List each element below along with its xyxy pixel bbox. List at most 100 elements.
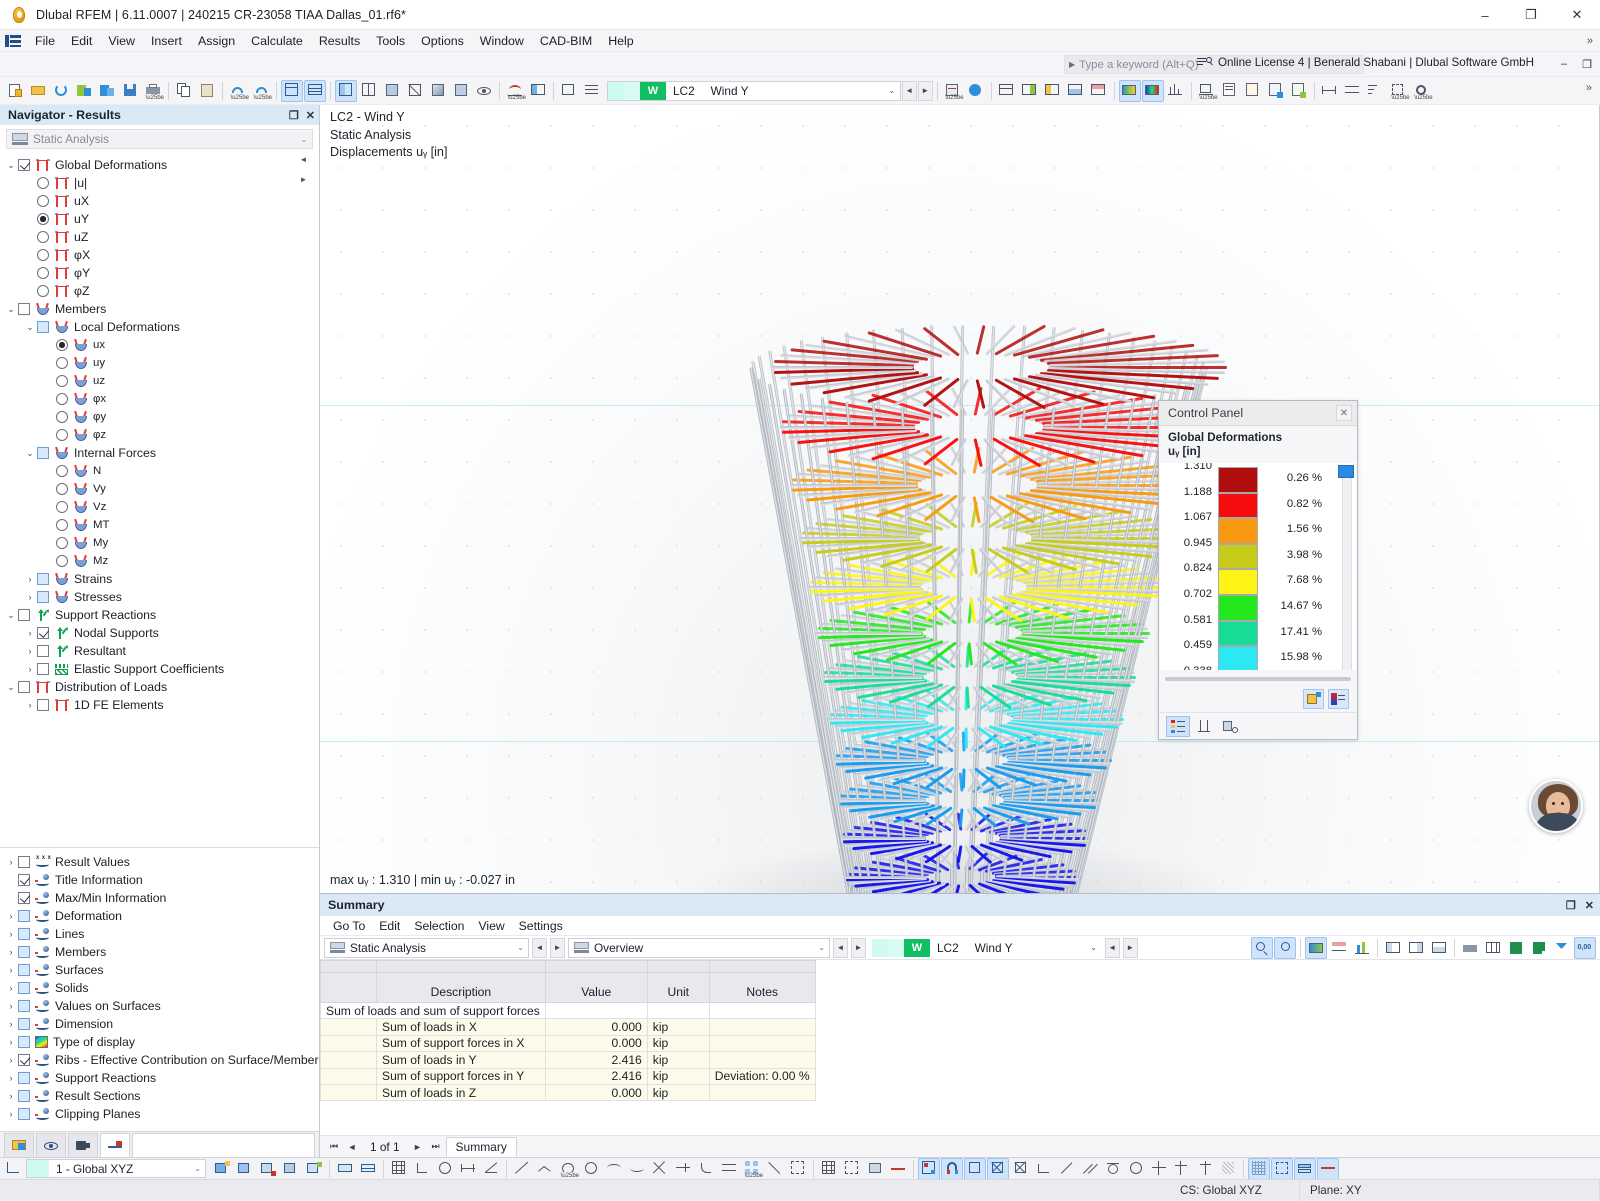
table-row[interactable]: Sum of loads and sum of support forces	[321, 1003, 816, 1019]
menu-options[interactable]: Options	[413, 31, 472, 51]
tree-item-nodal-supports[interactable]: ›Nodal Supports	[0, 624, 319, 642]
th-notes[interactable]: Notes	[709, 973, 815, 1003]
chevron-down-icon[interactable]: ⌄	[818, 943, 825, 952]
legend-color-swatch[interactable]	[1218, 467, 1258, 493]
expand-collapse-icon[interactable]: ›	[4, 947, 18, 957]
radio-button[interactable]	[56, 537, 68, 549]
decimal-places-icon[interactable]: 0,00	[1574, 937, 1596, 959]
ribbon-restore-button[interactable]: ❐	[1576, 54, 1598, 74]
expand-collapse-icon[interactable]: ›	[4, 857, 18, 867]
excel-export-icon[interactable]	[1505, 937, 1527, 959]
close-icon[interactable]: ✕	[1585, 899, 1594, 912]
isometric-view-icon[interactable]	[864, 1158, 886, 1180]
tab-view-navigator[interactable]	[36, 1133, 66, 1157]
show-in-graphic-icon[interactable]	[1305, 937, 1327, 959]
result-colors-icon[interactable]	[1142, 80, 1164, 102]
grid-display-icon[interactable]	[818, 1158, 840, 1180]
checkbox[interactable]	[18, 1090, 30, 1102]
th-description[interactable]: Description	[377, 973, 546, 1003]
radio-button[interactable]	[37, 231, 49, 243]
open-folder-icon[interactable]	[27, 80, 49, 102]
tree-item-solids[interactable]: ›Solids	[0, 979, 319, 997]
summary-menu-edit[interactable]: Edit	[372, 917, 407, 935]
print-table-icon[interactable]	[1459, 937, 1481, 959]
summary-view-next[interactable]: ►	[851, 938, 866, 958]
draw-nurbs-icon[interactable]	[626, 1158, 648, 1180]
group-icon[interactable]	[787, 1158, 809, 1180]
front-view-icon[interactable]	[887, 1158, 909, 1180]
load-case-list-icon[interactable]	[581, 80, 603, 102]
cs-settings-icon[interactable]	[303, 1158, 325, 1180]
legend-scrollbar[interactable]	[1342, 469, 1352, 670]
grid-lines-icon[interactable]	[1482, 937, 1504, 959]
tree-item-support-reactions[interactable]: ⌄Support Reactions	[0, 606, 319, 624]
sort-ascending-icon[interactable]	[1365, 80, 1387, 102]
checkbox[interactable]	[18, 1054, 30, 1066]
summary-menu-view[interactable]: View	[471, 917, 511, 935]
checkbox[interactable]	[18, 964, 30, 976]
snap-none-icon[interactable]	[1217, 1158, 1239, 1180]
summary-view-combo[interactable]: Overview ⌄	[568, 938, 830, 958]
expand-collapse-icon[interactable]: ›	[4, 1037, 18, 1047]
split-view-icon[interactable]	[335, 80, 357, 102]
collapse-icon[interactable]: ⌄	[23, 448, 37, 459]
expand-collapse-icon[interactable]: ›	[4, 1055, 18, 1065]
copy-icon[interactable]	[173, 80, 195, 102]
expand-collapse-icon[interactable]: ›	[4, 965, 18, 975]
summary-analysis-next[interactable]: ►	[550, 938, 565, 958]
summary-load-case[interactable]: W LC2 Wind Y ⌄	[872, 938, 1102, 958]
tab-summary[interactable]: Summary	[446, 1137, 517, 1157]
tree-item-global-deformations[interactable]: ⌄Global Deformations	[0, 156, 319, 174]
tree-item-uy[interactable]: uy	[0, 354, 319, 372]
radio-button[interactable]	[56, 501, 68, 513]
expand-collapse-icon[interactable]: ›	[4, 983, 18, 993]
legend-color-swatch[interactable]	[1218, 595, 1258, 621]
menu-calculate[interactable]: Calculate	[243, 31, 311, 51]
work-plane-icon[interactable]	[334, 1158, 356, 1180]
paste-icon[interactable]	[196, 80, 218, 102]
checkbox[interactable]	[18, 1000, 30, 1012]
collapse-icon[interactable]: ⌄	[4, 610, 18, 621]
tree-item-members[interactable]: ›Members	[0, 943, 319, 961]
collapse-icon[interactable]: ⌄	[4, 304, 18, 315]
legend-color-swatch[interactable]	[1218, 621, 1258, 647]
legend-horizontal-scrollbar[interactable]	[1165, 672, 1351, 686]
radio-button[interactable]	[37, 249, 49, 261]
close-icon[interactable]: ✕	[1336, 405, 1352, 421]
tree-item-vy[interactable]: Vy	[0, 480, 319, 498]
checkbox[interactable]	[18, 856, 30, 868]
view-table-icon[interactable]	[304, 80, 326, 102]
statistics-icon[interactable]	[1351, 937, 1373, 959]
measure-icon[interactable]	[1342, 80, 1364, 102]
snap-line-icon[interactable]	[1056, 1158, 1078, 1180]
tree-item-uz[interactable]: uz	[0, 372, 319, 390]
toolbar-1-overflow[interactable]: »	[1581, 77, 1597, 99]
checkbox[interactable]	[18, 303, 30, 315]
polar-mode-icon[interactable]	[434, 1158, 456, 1180]
tree-item-support-reactions[interactable]: ›Support Reactions	[0, 1069, 319, 1087]
legend-color-swatch[interactable]	[1218, 569, 1258, 595]
tree-item-z[interactable]: φZ	[0, 282, 319, 300]
summary-view-prev[interactable]: ◄	[833, 938, 848, 958]
search-results-icon[interactable]	[1274, 937, 1296, 959]
radio-button[interactable]	[56, 375, 68, 387]
render-transparent-icon[interactable]	[450, 80, 472, 102]
radio-button[interactable]	[56, 555, 68, 567]
menu-window[interactable]: Window	[472, 31, 532, 51]
result-values-icon[interactable]	[1328, 937, 1350, 959]
expand-collapse-icon[interactable]: ›	[23, 646, 37, 656]
fillet-icon[interactable]	[695, 1158, 717, 1180]
filter-results-icon[interactable]	[1251, 937, 1273, 959]
expand-collapse-icon[interactable]: ›	[23, 574, 37, 584]
grid-visible-icon[interactable]	[1248, 1158, 1270, 1180]
snap-settings-icon[interactable]	[918, 1158, 940, 1180]
checkbox[interactable]	[18, 1072, 30, 1084]
prev-page-button[interactable]: ◄	[344, 1139, 360, 1155]
view-model-icon[interactable]	[281, 80, 303, 102]
checkbox[interactable]	[18, 159, 30, 171]
structural-model-3d[interactable]	[725, 255, 1195, 893]
visibility-eye-icon[interactable]	[473, 80, 495, 102]
boundary-box-icon[interactable]	[1271, 1158, 1293, 1180]
radio-button[interactable]	[56, 519, 68, 531]
